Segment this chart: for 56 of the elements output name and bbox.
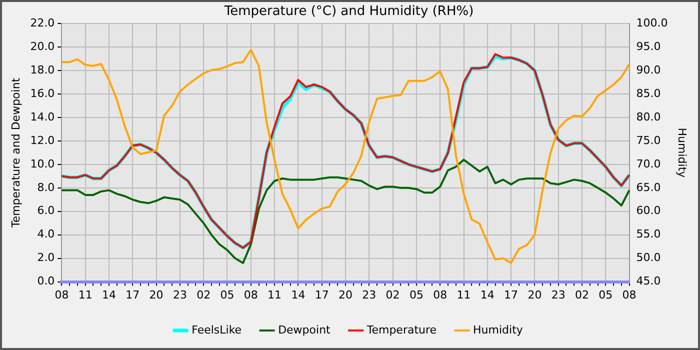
- legend-label: Temperature: [366, 323, 437, 336]
- x-tick-label: 23: [551, 288, 566, 302]
- legend-label: FeelsLike: [192, 323, 242, 336]
- x-tick-label: 02: [575, 288, 590, 302]
- x-tick-label: 17: [314, 288, 329, 302]
- x-tick-label: 20: [528, 288, 542, 302]
- x-tick-label: 14: [480, 288, 494, 302]
- y2-tick-label: 90.0: [636, 63, 661, 76]
- x-tick-label: 23: [362, 288, 376, 302]
- x-tick-label: 08: [244, 288, 258, 302]
- y2-tick-label: 100.0: [636, 16, 668, 30]
- x-tick-label: 11: [78, 288, 92, 302]
- x-tick-label: 11: [456, 288, 471, 302]
- x-tick-label: 20: [338, 288, 352, 302]
- y-axis-title: Temperature and Dewpoint: [9, 77, 22, 229]
- y-tick-label: 6.0: [37, 204, 55, 218]
- y-tick-label: 12.0: [30, 134, 55, 147]
- y2-tick-label: 60.0: [636, 204, 661, 218]
- y2-tick-label: 85.0: [636, 86, 661, 100]
- y2-tick-label: 45.0: [636, 274, 661, 288]
- x-tick-label: 08: [622, 288, 636, 302]
- x-tick-label: 17: [504, 288, 518, 302]
- legend-label: Humidity: [473, 323, 524, 336]
- y2-tick-label: 65.0: [636, 180, 661, 194]
- y-tick-label: 20.0: [30, 40, 55, 53]
- y-tick-label: 14.0: [30, 110, 55, 124]
- y2-tick-label: 70.0: [636, 157, 661, 170]
- x-tick-label: 05: [409, 288, 424, 302]
- y-tick-label: 2.0: [37, 251, 55, 264]
- y-tick-label: 10.0: [30, 157, 55, 170]
- y2-tick-label: 55.0: [636, 228, 661, 241]
- y2-tick-label: 95.0: [636, 40, 661, 53]
- x-tick-label: 08: [433, 288, 448, 302]
- y-tick-label: 22.0: [30, 16, 55, 30]
- x-tick-label: 14: [102, 288, 116, 302]
- y2-axis-title: Humidity: [676, 128, 689, 178]
- x-tick-label: 08: [54, 288, 69, 302]
- x-tick-label: 05: [598, 288, 613, 302]
- x-tick-label: 23: [172, 288, 187, 302]
- x-tick-label: 05: [220, 288, 234, 302]
- y-tick-label: 4.0: [37, 228, 55, 241]
- y-tick-label: 8.0: [37, 180, 55, 194]
- chart-title: Temperature (°C) and Humidity (RH%): [223, 4, 474, 20]
- y2-tick-label: 50.0: [636, 251, 661, 264]
- x-tick-label: 02: [196, 288, 211, 302]
- x-tick-label: 20: [149, 288, 164, 302]
- x-tick-label: 02: [386, 288, 400, 302]
- x-tick-label: 11: [268, 288, 282, 302]
- legend-label: Dewpoint: [278, 323, 332, 336]
- y-tick-label: 16.0: [30, 86, 55, 100]
- y2-tick-label: 80.0: [636, 110, 661, 124]
- x-tick-label: 17: [126, 288, 140, 302]
- y-tick-label: 18.0: [30, 63, 55, 76]
- y2-tick-label: 75.0: [636, 134, 661, 147]
- x-tick-label: 14: [291, 288, 306, 302]
- y-tick-label: 0.0: [37, 274, 55, 288]
